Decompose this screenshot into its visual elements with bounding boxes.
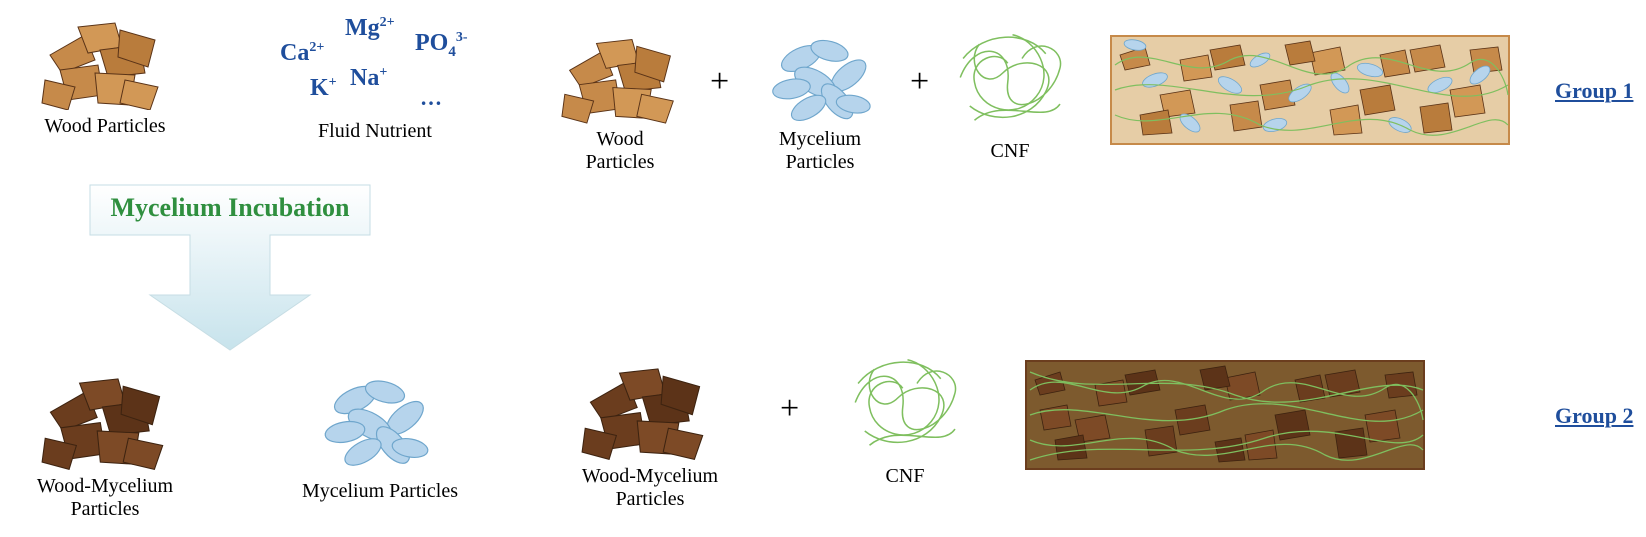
wood-mycelium-label-left: Wood-Mycelium Particles: [20, 475, 190, 521]
incubation-arrow-text: Mycelium Incubation: [100, 193, 360, 223]
ion-k: K+: [310, 75, 337, 102]
wood-mycelium-icon-left: [40, 370, 170, 470]
mycelium-icon-left: [310, 370, 440, 470]
ion-ca: Ca2+: [280, 40, 324, 67]
group2-label: Group 2: [1555, 403, 1633, 429]
row2-composite-block: [1025, 360, 1425, 470]
wood-particles-label: Wood Particles: [40, 115, 170, 138]
row1-wood-icon: [560, 30, 680, 125]
ion-na: Na+: [350, 65, 387, 92]
row1-plus1: +: [710, 65, 729, 99]
row2-cnf-label: CNF: [875, 465, 935, 488]
row1-plus2: +: [910, 65, 929, 99]
row1-mycelium-icon: [760, 30, 880, 125]
ion-po4: PO43-: [415, 30, 468, 61]
row2-woodmyc-label: Wood-Mycelium Particles: [565, 465, 735, 511]
ion-mg: Mg2+: [345, 15, 395, 42]
wood-particles-icon: [40, 15, 165, 110]
row2-cnf-icon: [850, 355, 965, 450]
row1-cnf-icon: [955, 30, 1070, 125]
row1-composite-block: [1110, 35, 1510, 145]
row1-wood-label: Wood Particles: [570, 128, 670, 174]
row2-plus: +: [780, 392, 799, 426]
row1-mycelium-label: Mycelium Particles: [770, 128, 870, 174]
ion-ellipsis: …: [420, 85, 442, 111]
fluid-nutrient-label: Fluid Nutrient: [300, 120, 450, 143]
row2-woodmyc-icon: [580, 360, 710, 460]
group1-label: Group 1: [1555, 78, 1633, 104]
mycelium-label-left: Mycelium Particles: [290, 480, 470, 503]
row1-cnf-label: CNF: [980, 140, 1040, 163]
